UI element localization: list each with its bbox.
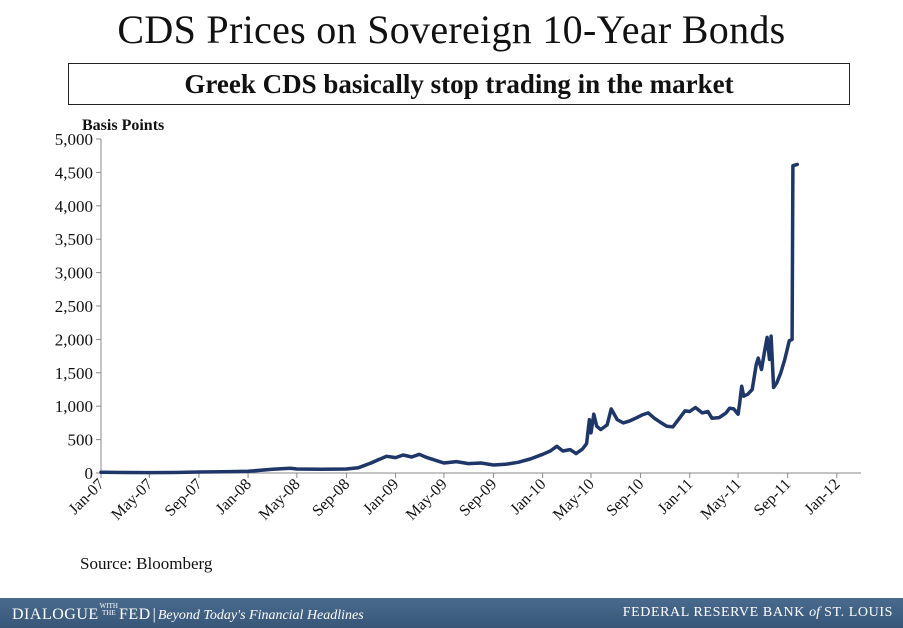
bank-suffix: ST. LOUIS [824, 605, 893, 620]
slide-title: CDS Prices on Sovereign 10-Year Bonds [117, 7, 786, 52]
footer-tagline: Beyond Today's Financial Headlines [157, 608, 364, 623]
footer-bar: DIALOGUEWITH THE FED | Beyond Today's Financ… [0, 598, 903, 628]
y-axis-label: Basis Points [82, 117, 164, 134]
x-tick-label: Sep-07 [162, 476, 206, 520]
x-tick-label: May-11 [698, 476, 745, 523]
subtitle-box: Greek CDS basically stop trading in the … [68, 63, 850, 105]
footer-the-word: THE [101, 609, 116, 617]
bank-prefix: FEDERAL RESERVE BANK [622, 605, 805, 620]
y-tick-label: 3,500 [55, 230, 93, 249]
y-tick-label: 4,000 [55, 197, 93, 216]
x-tick-label: May-09 [403, 476, 451, 524]
footer-separator: | [152, 606, 156, 623]
x-tick-label: Jan-09 [360, 476, 402, 518]
cds-line-chart: Basis Points 0 500 1,000 1,500 2,000 2,500 3,00… [55, 117, 861, 524]
footer-brand-fed: FED [118, 606, 151, 623]
y-tick-label: 5,000 [55, 130, 93, 149]
y-tick-label: 500 [68, 431, 94, 450]
x-tick-label: Jan-10 [507, 476, 549, 518]
y-tick-label: 4,500 [55, 163, 93, 182]
y-tick-label: 1,500 [55, 364, 93, 383]
x-tick-label: Sep-10 [603, 476, 647, 520]
y-tick-label: 3,000 [55, 264, 93, 283]
x-tick-label: Jan-12 [801, 476, 843, 518]
footer-brand-with-the: WITH THE [100, 603, 118, 617]
y-tick-label: 2,000 [55, 330, 93, 349]
x-tick-label: Sep-08 [309, 476, 353, 520]
y-tick-label: 1,000 [55, 397, 93, 416]
x-tick-label: May-08 [256, 476, 304, 524]
x-tick-label: Sep-11 [751, 476, 795, 520]
x-tick-label: May-10 [550, 476, 598, 524]
x-tick-label: Jan-11 [655, 476, 697, 518]
dialogue-with-the-fed-logo: DIALOGUEWITH THE FED | Beyond Today's Financ… [12, 603, 364, 624]
x-tick-label: Jan-08 [213, 476, 255, 518]
federal-reserve-bank-name: FEDERAL RESERVE BANK of ST. LOUIS [623, 605, 893, 621]
footer-with-word: WITH [99, 602, 118, 610]
y-tick-label: 0 [85, 464, 94, 483]
source-note: Source: Bloomberg [80, 554, 213, 573]
series-line-greek-cds [99, 162, 800, 475]
footer-brand-dialogue: DIALOGUE [12, 606, 99, 623]
x-tick-label: May-07 [108, 476, 156, 524]
y-tick-label: 2,500 [55, 297, 93, 316]
x-tick-label: Sep-09 [456, 476, 500, 520]
bank-of: of [809, 605, 820, 620]
